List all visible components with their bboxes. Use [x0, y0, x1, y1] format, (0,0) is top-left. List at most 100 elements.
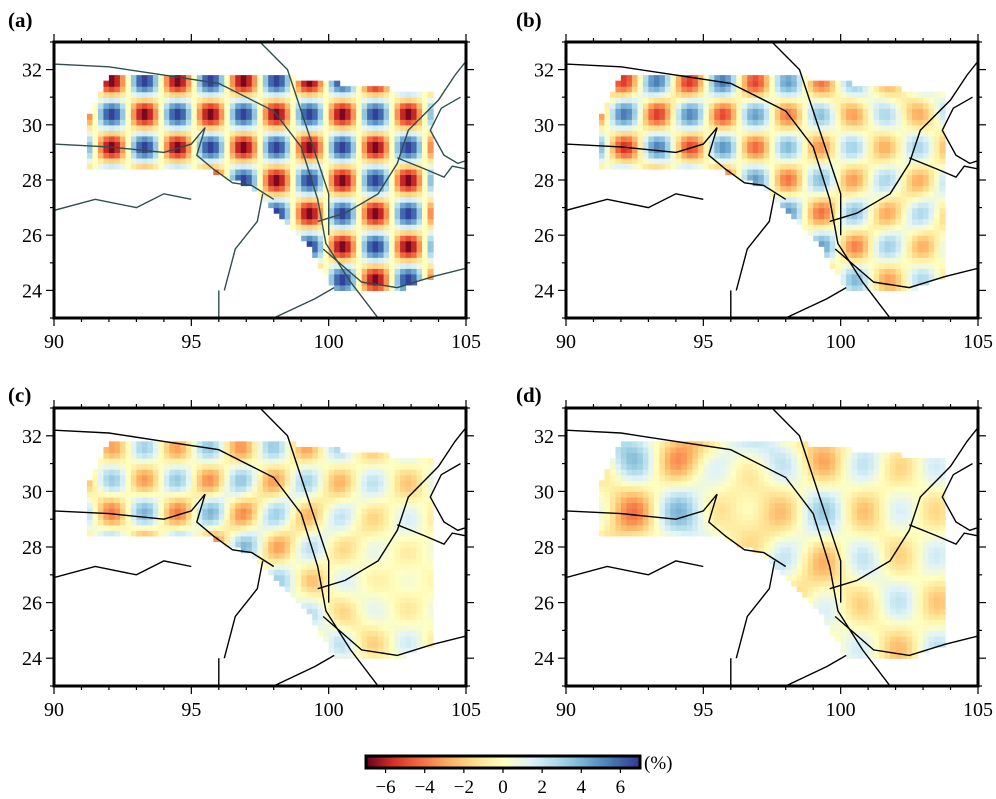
heatmap-cell: [147, 519, 154, 526]
heatmap-cell: [769, 75, 776, 82]
heatmap-cell: [361, 146, 368, 153]
heatmap-cell: [747, 80, 754, 87]
heatmap-cell: [350, 174, 357, 181]
heatmap-cell: [345, 135, 352, 142]
heatmap-cell: [361, 157, 368, 165]
heatmap-cell: [747, 135, 754, 142]
heatmap-cell: [416, 574, 423, 581]
heatmap-cell: [615, 86, 622, 93]
heatmap-cell: [268, 191, 275, 198]
heatmap-cell: [240, 108, 247, 115]
heatmap-cell: [334, 496, 341, 504]
heatmap-cell: [917, 124, 924, 131]
heatmap-cell: [675, 141, 682, 148]
heatmap-cell: [670, 113, 677, 120]
heatmap-cell: [372, 535, 379, 543]
heatmap-cell: [350, 185, 357, 192]
heatmap-cell: [147, 124, 154, 131]
heatmap-cell: [163, 446, 170, 454]
heatmap-cell: [246, 130, 253, 137]
heatmap-cell: [394, 191, 401, 198]
heatmap-cell: [240, 547, 247, 554]
heatmap-cell: [427, 635, 434, 643]
heatmap-cell: [290, 496, 297, 504]
heatmap-cell: [345, 547, 352, 554]
heatmap-cell: [714, 86, 721, 93]
heatmap-cell: [818, 180, 825, 187]
heatmap-cell: [92, 530, 99, 537]
heatmap-cell: [378, 474, 385, 481]
heatmap-cell: [306, 229, 313, 236]
heatmap-cell: [317, 597, 324, 604]
heatmap-cell: [273, 119, 280, 126]
heatmap-cell: [317, 446, 324, 454]
heatmap-cell: [400, 152, 407, 159]
heatmap-cell: [246, 141, 253, 148]
heatmap-cell: [405, 146, 412, 153]
heatmap-cell: [295, 218, 302, 225]
heatmap-cell: [378, 157, 385, 165]
heatmap-cell: [416, 218, 423, 225]
heatmap-cell: [361, 513, 368, 520]
heatmap-cell: [268, 157, 275, 165]
heatmap-cell: [350, 624, 357, 631]
heatmap-cell: [851, 146, 858, 153]
heatmap-cell: [884, 246, 891, 253]
heatmap-cell: [367, 519, 374, 526]
heatmap-cell: [295, 191, 302, 198]
heatmap-cell: [378, 508, 385, 515]
heatmap-cell: [714, 152, 721, 159]
heatmap-cell: [714, 97, 721, 104]
heatmap-cell: [372, 196, 379, 203]
heatmap-cell: [829, 97, 836, 104]
heatmap-cell: [97, 463, 105, 470]
heatmap-cell: [604, 530, 611, 537]
heatmap-cell: [939, 246, 946, 253]
heatmap-cell: [686, 124, 693, 131]
heatmap-cell: [890, 229, 897, 236]
heatmap-cell: [796, 119, 803, 126]
heatmap-cell: [147, 152, 154, 159]
heatmap-cell: [389, 463, 396, 470]
heatmap-cell: [708, 152, 715, 159]
heatmap-cell: [763, 119, 770, 126]
heatmap-cell: [147, 513, 154, 520]
heatmap-cell: [394, 180, 401, 187]
heatmap-cell: [246, 108, 253, 115]
heatmap-cell: [345, 180, 352, 187]
heatmap-cell: [136, 463, 143, 470]
heatmap-cell: [350, 569, 357, 576]
heatmap-cell: [86, 113, 94, 120]
heatmap-cell: [813, 102, 820, 109]
heatmap-cell: [169, 463, 176, 470]
heatmap-cell: [345, 496, 352, 504]
heatmap-cell: [653, 75, 660, 82]
heatmap-cell: [802, 75, 809, 82]
heatmap-cell: [306, 602, 313, 609]
heatmap-cell: [158, 469, 165, 476]
heatmap-cell: [235, 446, 242, 454]
heatmap-cell: [268, 168, 275, 176]
heatmap-cell: [119, 474, 127, 481]
heatmap-cell: [862, 202, 869, 209]
heatmap-cell: [928, 191, 935, 198]
heatmap-cell: [350, 574, 357, 581]
heatmap-cell: [218, 474, 225, 481]
heatmap-cell: [246, 113, 253, 120]
heatmap-cell: [356, 647, 363, 654]
heatmap-cell: [158, 113, 165, 120]
heatmap-cell: [268, 113, 275, 120]
heatmap-cell: [763, 108, 770, 115]
heatmap-cell: [758, 168, 765, 176]
heatmap-cell: [774, 113, 781, 120]
heatmap-cell: [125, 502, 132, 509]
heatmap-cell: [405, 574, 412, 581]
heatmap-cell: [130, 452, 137, 459]
heatmap-cell: [427, 474, 434, 481]
heatmap-cell: [334, 508, 341, 515]
heatmap-cell: [868, 251, 875, 258]
heatmap-cell: [339, 485, 346, 492]
heatmap-cell: [637, 130, 644, 137]
heatmap-cell: [890, 124, 897, 131]
heatmap-cell: [901, 268, 908, 275]
